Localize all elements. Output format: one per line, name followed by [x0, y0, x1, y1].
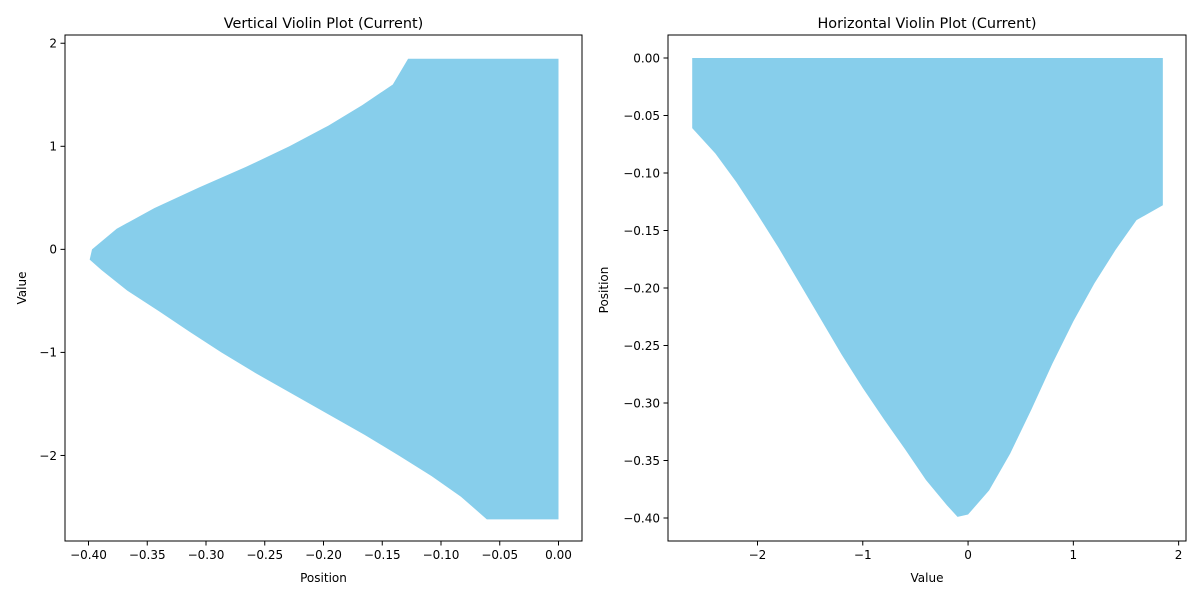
- x-tick-label: −0.05: [481, 548, 518, 562]
- y-tick-label: −0.40: [623, 511, 660, 525]
- vertical-violin-axes: −0.40 −0.35 −0.30 −0.25 −0.20 −0.15 −0.10 −0.05…: [15, 16, 583, 585]
- horizontal-violin-x-ticks: −2 −1 0 1 2: [749, 541, 1183, 562]
- horizontal-violin-ylabel: Position: [597, 267, 611, 314]
- x-tick-label: −0.40: [70, 548, 107, 562]
- vertical-violin-x-ticks: −0.40 −0.35 −0.30 −0.25 −0.20 −0.15 −0.10 −0.05…: [70, 541, 572, 562]
- y-tick-label: −1: [39, 346, 57, 360]
- x-tick-label: 0: [964, 548, 972, 562]
- horizontal-violin-xlabel: Value: [911, 571, 944, 585]
- y-tick-label: −0.30: [623, 396, 660, 410]
- x-tick-label: 1: [1070, 548, 1078, 562]
- horizontal-violin-y-ticks: 0.00 −0.05 −0.10 −0.15 −0.20 −0.25 −0.30 −0.35 −…: [623, 51, 668, 525]
- x-tick-label: −0.25: [246, 548, 283, 562]
- vertical-violin-title: Vertical Violin Plot (Current): [224, 16, 423, 32]
- y-tick-label: 1: [49, 140, 57, 154]
- x-tick-label: −0.20: [305, 548, 342, 562]
- y-tick-label: 0: [49, 243, 57, 257]
- vertical-violin-area: [89, 58, 559, 520]
- y-tick-label: −0.10: [623, 166, 660, 180]
- y-tick-label: −2: [39, 449, 57, 463]
- x-tick-label: −0.30: [188, 548, 225, 562]
- vertical-violin-y-ticks: −2 −1 0 1 2: [39, 37, 65, 463]
- y-tick-label: −0.05: [623, 109, 660, 123]
- x-tick-label: −0.15: [364, 548, 401, 562]
- x-tick-label: −0.10: [423, 548, 460, 562]
- x-tick-label: 2: [1175, 548, 1183, 562]
- x-tick-label: −0.35: [129, 548, 166, 562]
- x-tick-label: −2: [749, 548, 767, 562]
- vertical-violin-ylabel: Value: [15, 272, 29, 305]
- x-tick-label: −1: [854, 548, 872, 562]
- horizontal-violin-title: Horizontal Violin Plot (Current): [817, 16, 1036, 32]
- horizontal-violin-area: [692, 58, 1163, 517]
- y-tick-label: −0.35: [623, 454, 660, 468]
- y-tick-label: −0.20: [623, 281, 660, 295]
- horizontal-violin-axes: −2 −1 0 1 2 0.00 −0.05 −0.10 −0.15 −0.20 −0.25 −0.…: [597, 16, 1187, 585]
- y-tick-label: 2: [49, 37, 57, 51]
- y-tick-label: 0.00: [633, 51, 660, 65]
- y-tick-label: −0.15: [623, 224, 660, 238]
- y-tick-label: −0.25: [623, 339, 660, 353]
- x-tick-label: 0.00: [545, 548, 572, 562]
- vertical-violin-xlabel: Position: [300, 571, 347, 585]
